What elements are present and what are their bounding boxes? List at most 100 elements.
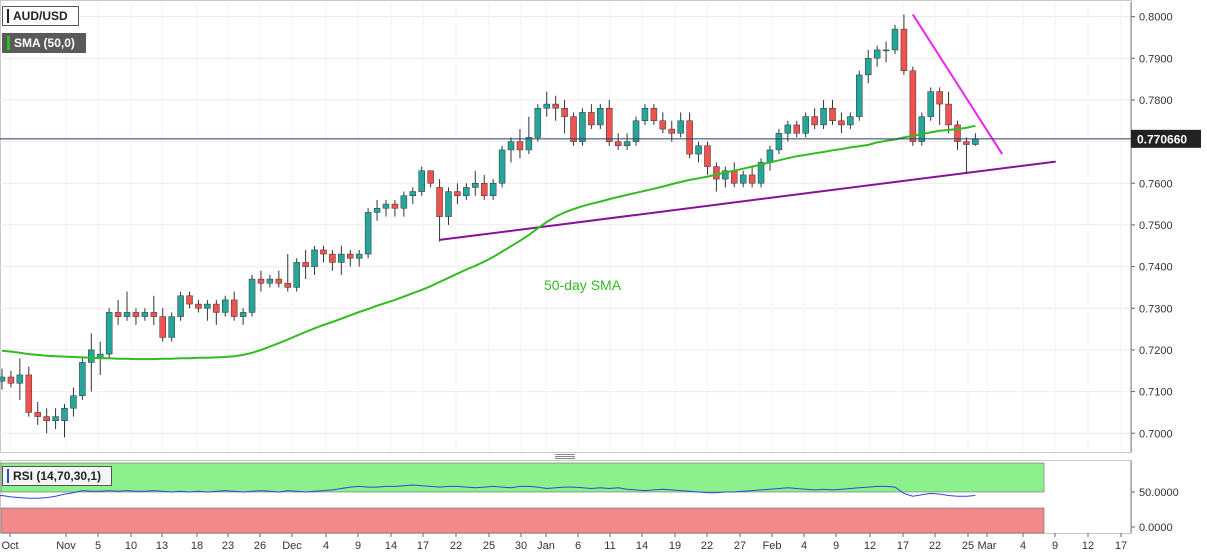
time-tick-label: 25 [483, 540, 495, 552]
rsi-overbought-band [0, 462, 1045, 493]
candle [525, 116, 533, 155]
candle [516, 129, 524, 159]
candle-body [543, 103, 550, 109]
price-tick-label: 0.7200 [1139, 345, 1173, 357]
candle [936, 87, 943, 125]
candle-body [641, 108, 649, 121]
candle-body [454, 191, 461, 196]
time-tick-label: 30 [515, 540, 527, 552]
candle-body [605, 108, 613, 142]
candle [659, 112, 667, 134]
candle [909, 66, 917, 146]
candle [347, 249, 354, 267]
time-tick-label: Mar [978, 540, 997, 552]
candle [43, 408, 50, 434]
time-tick-label: 27 [734, 540, 746, 552]
candle [570, 112, 577, 146]
candle [641, 104, 649, 125]
candle [677, 112, 684, 138]
candle-body [480, 183, 488, 196]
candle-body [632, 120, 640, 142]
time-tick-label: 4 [801, 540, 807, 552]
candle [543, 91, 550, 117]
symbol-swatch [7, 9, 9, 23]
candle [266, 274, 274, 288]
candle [320, 245, 327, 263]
candle-body [88, 349, 95, 363]
candle-body [427, 170, 434, 184]
candle [561, 99, 568, 134]
candle-body [248, 278, 256, 313]
candle [704, 141, 711, 175]
price-tick-label: 0.7800 [1139, 95, 1173, 107]
sma-legend[interactable]: SMA (50,0) [2, 33, 86, 53]
candle-body [802, 116, 809, 134]
candle-body [409, 191, 417, 196]
candle [632, 116, 640, 146]
candle [507, 137, 515, 163]
candle-body [900, 28, 908, 72]
candle-body [722, 170, 729, 180]
candle [222, 295, 229, 317]
candle [963, 137, 970, 175]
candle-body [695, 145, 702, 155]
time-tick-label: 9 [833, 540, 839, 552]
candle [802, 112, 809, 138]
candle-body [891, 28, 899, 51]
candle-body [516, 141, 524, 151]
candle [811, 108, 818, 130]
symbol-label: AUD/USD [13, 9, 68, 23]
sma-line [1, 124, 976, 361]
overlays: 0.770660 50-day SMA [0, 129, 1201, 293]
candle [195, 299, 202, 313]
candle [338, 245, 345, 275]
candle-body [400, 195, 408, 209]
candle-body [677, 120, 684, 134]
candle [400, 191, 408, 217]
time-axis: Oct Nov 5 10 13 18 23 26 Dec 4 9 14 17 22 25 30 Jan 6 11 14… [1, 533, 1127, 552]
rsi-legend[interactable]: RSI (14,70,30,1) [2, 466, 113, 486]
candle-body [766, 149, 774, 163]
candle-body [864, 58, 872, 76]
candle-body [534, 108, 542, 138]
candle-body [793, 124, 801, 134]
candle-body [230, 299, 238, 317]
candle [686, 112, 693, 159]
time-tick-label: 4 [1020, 540, 1026, 552]
candle-body [373, 208, 381, 213]
candle [597, 104, 604, 130]
candle-body [213, 303, 220, 313]
candle-body [739, 174, 747, 184]
candle [329, 249, 336, 271]
symbol-legend[interactable]: AUD/USD [2, 6, 79, 26]
price-tick-label: 0.7500 [1139, 220, 1173, 232]
candle-body [927, 91, 934, 117]
candle [945, 91, 952, 134]
candle [588, 104, 595, 130]
candle [364, 208, 372, 259]
candle-body [364, 212, 372, 255]
candle-body [588, 112, 595, 126]
candle-body [811, 116, 818, 126]
candle [257, 270, 265, 292]
candle-body [784, 124, 792, 134]
candle-body [757, 162, 765, 184]
candle [293, 258, 300, 292]
candle-body [909, 70, 917, 142]
candle-body [963, 141, 970, 145]
time-tick-label: 22 [701, 540, 713, 552]
time-tick-label: 13 [156, 540, 168, 552]
rsi-tick-label: 0.0000 [1139, 522, 1173, 534]
candle [105, 308, 113, 359]
candle-body [659, 120, 667, 130]
candle-body [150, 312, 158, 317]
rsi-line [0, 484, 976, 499]
candle [70, 387, 77, 417]
candle [25, 366, 33, 417]
candle [168, 312, 175, 342]
candle-body [52, 416, 59, 422]
candle [695, 141, 702, 163]
candle [302, 249, 309, 280]
